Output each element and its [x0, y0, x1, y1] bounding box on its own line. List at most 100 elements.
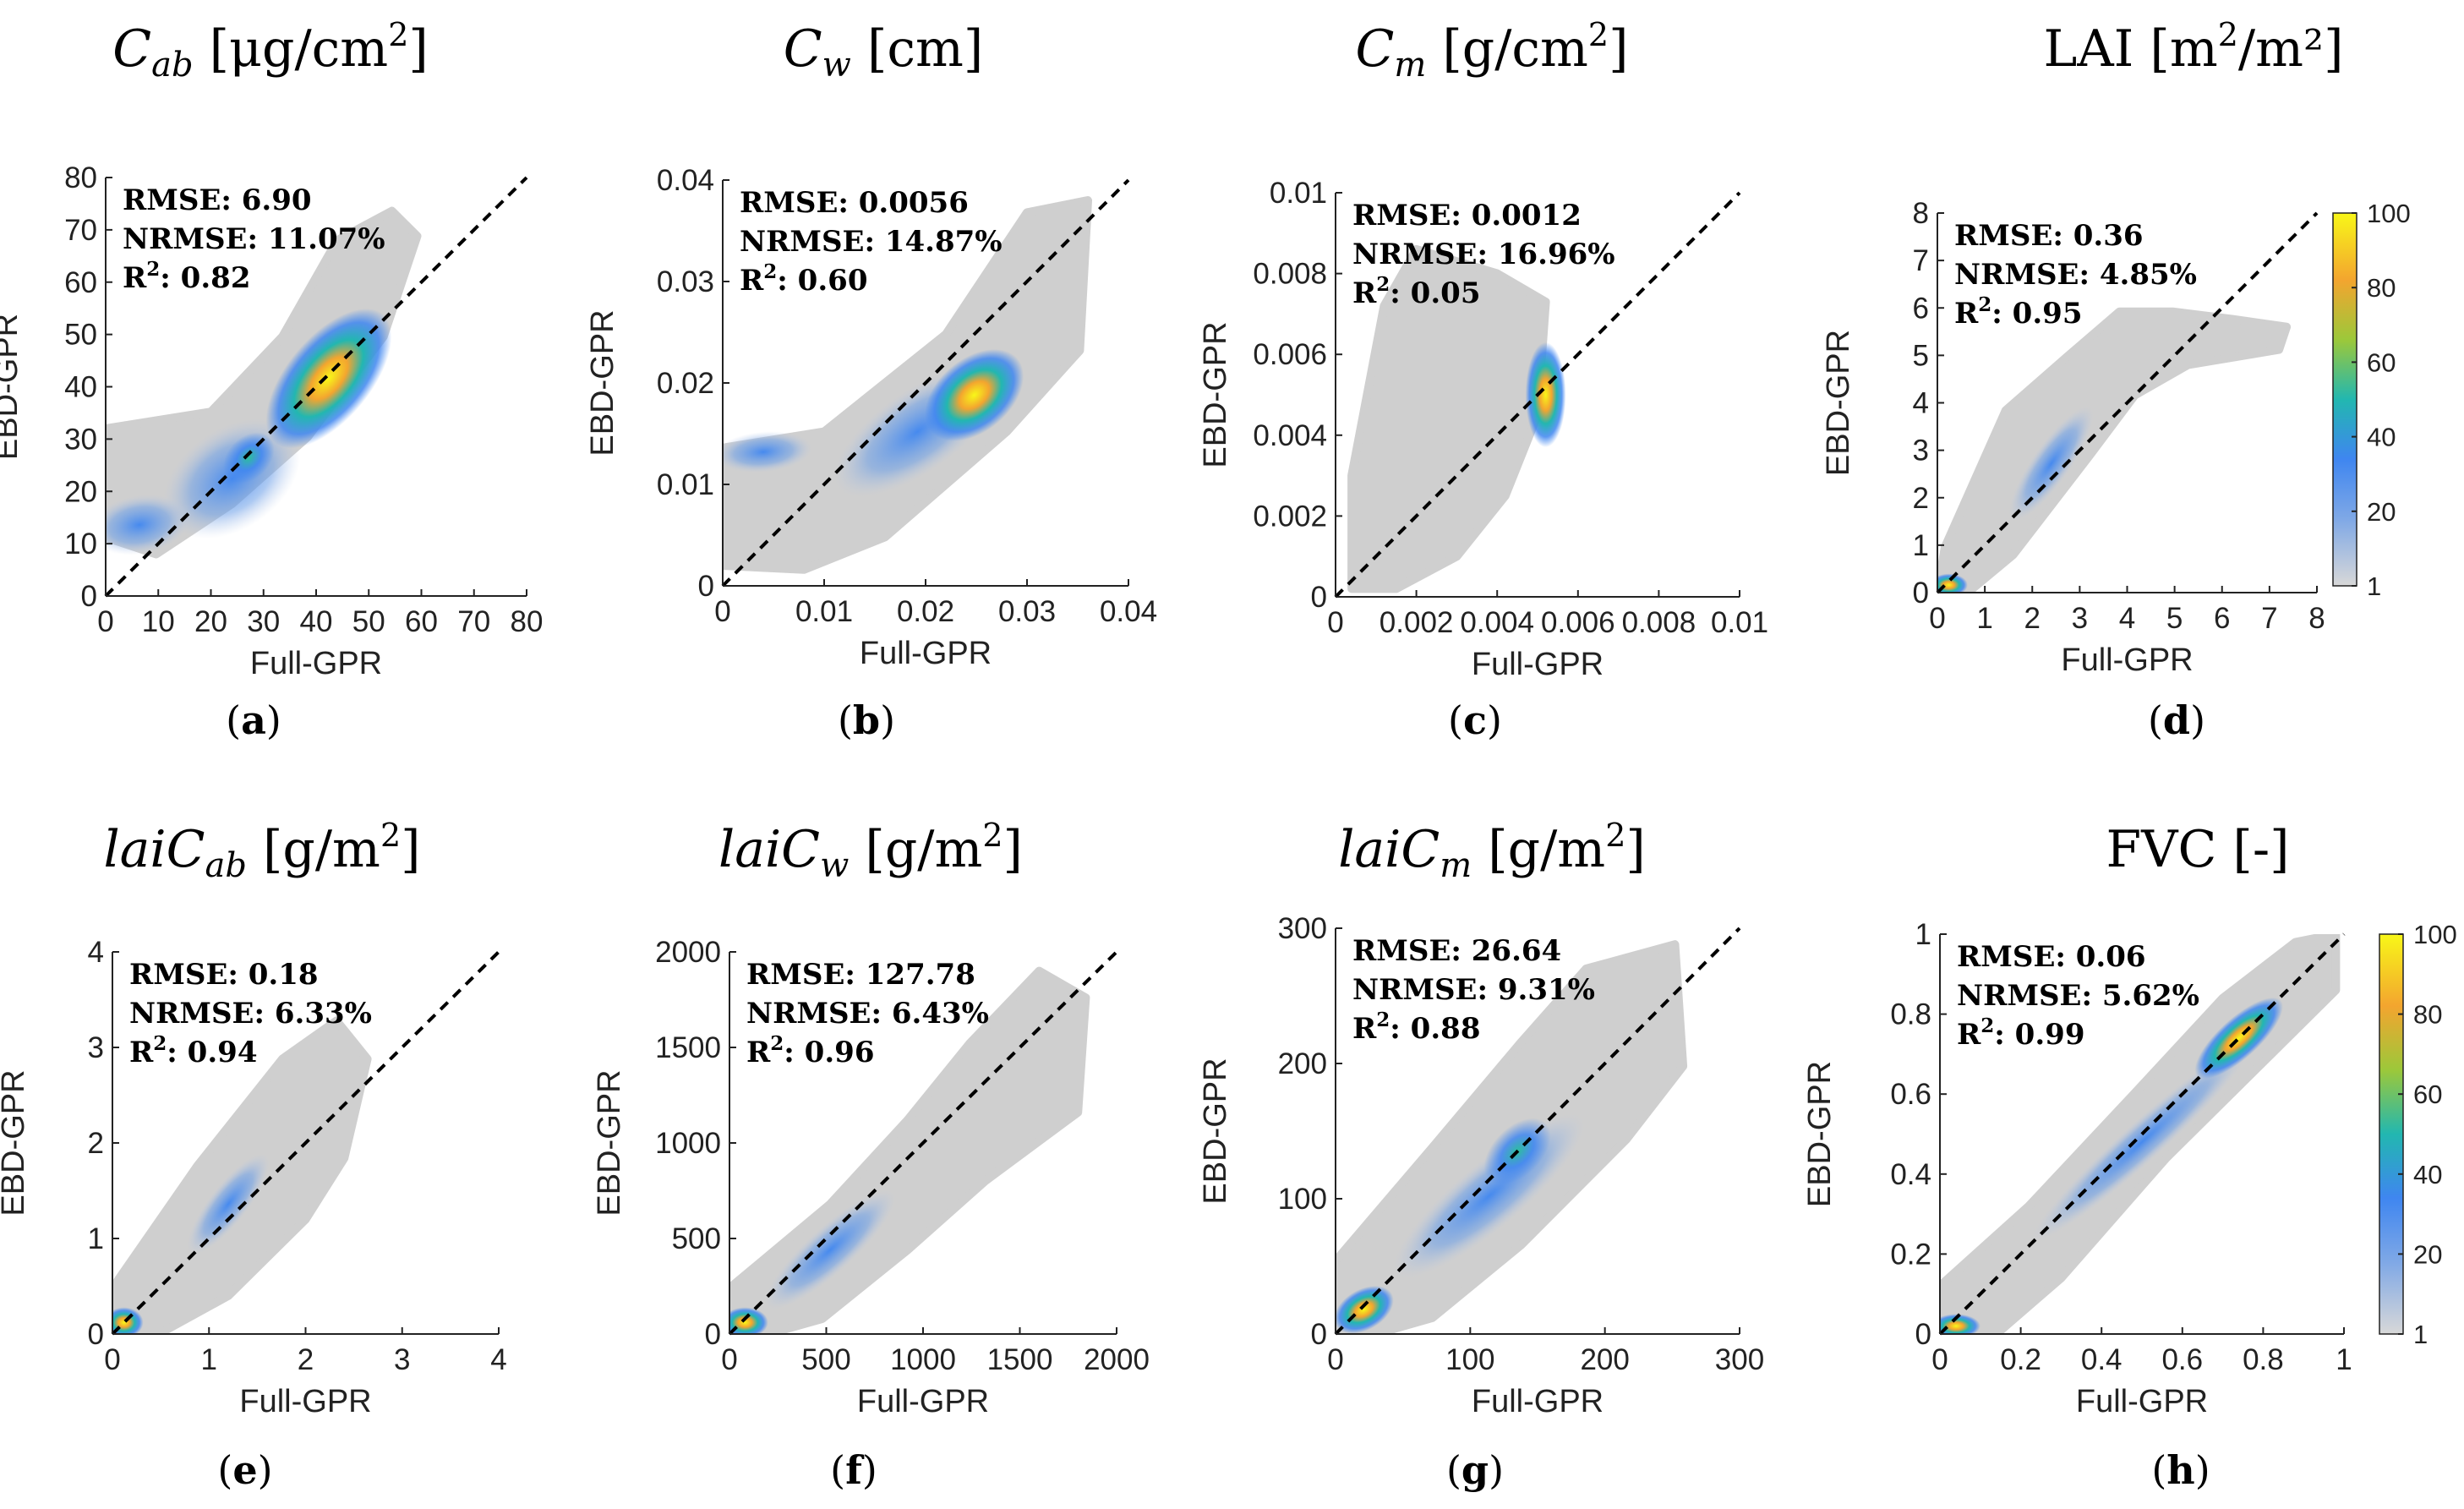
x-tick-label: 30 [247, 605, 280, 638]
one-to-one-line [721, 178, 1130, 588]
x-tick-label: 200 [1580, 1343, 1629, 1376]
stat-nrmse: NRMSE: 14.87% [740, 225, 1003, 259]
y-tick-label: 300 [1278, 912, 1327, 945]
y-tick-label: 7 [1913, 244, 1929, 277]
y-tick-label: 0.02 [657, 367, 714, 400]
panel-title: laiCab [g/m2] [103, 817, 420, 885]
density-core [1937, 573, 1968, 593]
x-tick-label: 0 [104, 1343, 120, 1376]
colorbar-tick-label: 80 [2413, 1000, 2442, 1030]
scatter-cloud-grey [1347, 244, 1550, 593]
stat-rmse: RMSE: 0.36 [1954, 219, 2144, 253]
x-tick-label: 0 [714, 595, 730, 628]
panel-title: FVC [-] [2106, 820, 2289, 879]
y-axis-label: EBD-GPR [1802, 1061, 1838, 1207]
x-tick-label: 0 [1929, 602, 1945, 635]
y-tick-label: 0.002 [1253, 500, 1327, 533]
one-to-one-line [728, 950, 1118, 1336]
panel-title: Cm [g/cm2] [1355, 16, 1628, 85]
x-tick-label: 0.03 [998, 595, 1056, 628]
colorbar-tick-label: 60 [2367, 347, 2396, 377]
y-tick-label: 8 [1913, 197, 1929, 230]
y-axis-label: EBD-GPR [592, 1069, 627, 1216]
stat-nrmse: NRMSE: 9.31% [1352, 973, 1595, 1007]
stat-nrmse: NRMSE: 6.43% [746, 997, 989, 1031]
panel-f: 0 500 1000 1500 2000 0 500 1000 1500 2000 Full-GPR… [592, 817, 1150, 1493]
y-tick-label: 2000 [655, 936, 721, 969]
stat-r2: R2: 0.95 [1954, 293, 2082, 331]
y-tick-label: 70 [64, 214, 97, 247]
density-core [723, 431, 812, 473]
colorbar: 100 80 60 40 20 1 [2379, 920, 2457, 1349]
x-tick-label: 0.02 [897, 595, 954, 628]
y-tick-label: 0.008 [1253, 258, 1327, 291]
x-tick-label: 0.2 [2000, 1343, 2041, 1376]
x-tick-label: 2 [298, 1343, 314, 1376]
density-cloud [723, 196, 1092, 574]
x-tick-label: 60 [405, 605, 438, 638]
panel-title: LAI [m2/m²] [2043, 16, 2343, 79]
colorbar-tick-label: 100 [2413, 920, 2457, 949]
stat-rmse: RMSE: 0.18 [129, 958, 319, 992]
x-tick-label: 70 [457, 605, 490, 638]
stat-r2: R2: 0.82 [123, 258, 250, 295]
panel-title: laiCm [g/m2] [1338, 817, 1646, 885]
density-core [729, 1307, 768, 1334]
panel-g: 0 100 200 300 0 100 200 300 Full-GPR EBD-GPR RMSE:… [1198, 817, 1764, 1493]
x-axis-label: Full-GPR [2076, 1384, 2208, 1419]
one-to-one-line [1334, 927, 1741, 1336]
y-tick-label: 0 [705, 1318, 721, 1351]
panel-c: 0 0.002 0.004 0.006 0.008 0.0100.0020.0040.00… [1198, 16, 1768, 743]
density-core [187, 1154, 270, 1255]
one-to-one-line [1936, 211, 2319, 594]
y-tick-label: 0 [1913, 577, 1929, 610]
one-to-one-line [1334, 191, 1741, 599]
panel-caption: (h) [2151, 1447, 2210, 1493]
colorbar-gradient [2379, 933, 2404, 1335]
stat-rmse: RMSE: 26.64 [1352, 934, 1561, 968]
density-cloud [729, 966, 1090, 1334]
stat-rmse: RMSE: 127.78 [746, 958, 975, 992]
x-axis-label: Full-GPR [1472, 1384, 1604, 1419]
panel-caption: (f) [830, 1447, 877, 1493]
x-tick-label: 0.6 [2161, 1343, 2203, 1376]
y-tick-label: 3 [1913, 435, 1929, 467]
y-tick-label: 60 [64, 266, 97, 299]
stat-r2: R2: 0.94 [129, 1032, 257, 1069]
stat-r2: R2: 0.88 [1352, 1009, 1480, 1046]
stat-rmse: RMSE: 0.0056 [740, 186, 969, 220]
x-tick-label: 0 [97, 605, 113, 638]
y-tick-label: 0.006 [1253, 338, 1327, 371]
x-tick-label: 0 [1931, 1343, 1948, 1376]
stat-nrmse: NRMSE: 5.62% [1957, 979, 2199, 1013]
panel-b: 0 0.01 0.02 0.03 0.04 0 0.01 0.02 0.03 0.04 Full-G… [585, 19, 1157, 743]
x-tick-label: 0.4 [2081, 1343, 2123, 1376]
panel-caption: (e) [217, 1447, 272, 1493]
x-axis-label: Full-GPR [1472, 647, 1604, 682]
density-core [1525, 342, 1566, 448]
y-tick-label: 1500 [655, 1031, 721, 1064]
stat-rmse: RMSE: 0.0012 [1352, 199, 1582, 232]
y-tick-label: 0 [698, 570, 714, 603]
y-axis-label: EBD-GPR [1198, 321, 1233, 467]
x-tick-label: 0.004 [1460, 606, 1534, 639]
x-tick-label: 0.002 [1380, 606, 1454, 639]
y-tick-label: 0.004 [1253, 419, 1327, 452]
y-tick-label: 6 [1913, 292, 1929, 325]
y-tick-label: 10 [64, 528, 97, 560]
panel-e: 0 1 2 3 4 0 1 2 3 4 Full-GPR EBD-GPR RMSE: 0.18 NRMSE… [0, 817, 507, 1493]
y-tick-label: 0 [1311, 1318, 1327, 1351]
x-tick-label: 0.04 [1100, 595, 1157, 628]
x-tick-label: 300 [1715, 1343, 1764, 1376]
x-tick-label: 2000 [1084, 1343, 1150, 1376]
x-tick-label: 4 [490, 1343, 506, 1376]
stat-nrmse: NRMSE: 6.33% [129, 997, 372, 1031]
density-core [2008, 406, 2094, 521]
x-tick-label: 0 [721, 1343, 737, 1376]
y-axis-label: EBD-GPR [0, 314, 25, 460]
y-tick-label: 1 [1915, 918, 1931, 951]
scatter-cloud-grey [1937, 307, 2292, 593]
x-tick-label: 500 [801, 1343, 850, 1376]
x-tick-label: 0.8 [2243, 1343, 2284, 1376]
